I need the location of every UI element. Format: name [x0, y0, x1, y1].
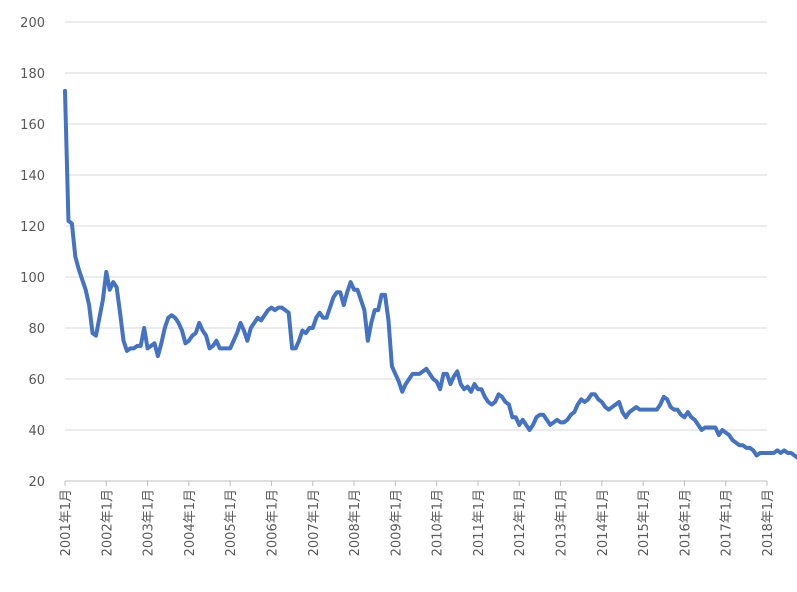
x-tick-label: 2007年1月: [307, 489, 322, 556]
y-tick-label: 180: [20, 67, 45, 82]
y-tick-label: 100: [20, 271, 45, 286]
x-tick-label: 2016年1月: [678, 489, 693, 556]
x-tick-label: 2003年1月: [142, 489, 157, 556]
x-tick-label: 2009年1月: [389, 489, 404, 556]
y-axis-tick-labels: 20 40 60 80 100 120 140 160 180 200: [20, 16, 45, 490]
x-tick-label: 2017年1月: [720, 489, 735, 556]
x-tick-label: 2012年1月: [513, 489, 528, 556]
y-tick-label: 40: [28, 424, 45, 439]
x-tick-label: 2011年1月: [472, 489, 487, 556]
gridlines: [65, 21, 767, 431]
x-tick-label: 2008年1月: [348, 489, 363, 556]
x-tick-label: 2004年1月: [183, 489, 198, 556]
x-tick-label: 2010年1月: [431, 489, 446, 556]
y-tick-label: 160: [20, 118, 45, 133]
x-tick-label: 2001年1月: [59, 489, 74, 556]
y-tick-label: 200: [20, 16, 45, 31]
series-line: [63, 88, 797, 460]
x-tick-label: 2006年1月: [265, 489, 280, 556]
x-tick-label: 2018年1月: [761, 489, 776, 556]
x-tick-label: 2013年1月: [555, 489, 570, 556]
y-tick-label: 20: [28, 475, 45, 490]
y-tick-label: 140: [20, 169, 45, 184]
x-tick-label: 2005年1月: [224, 489, 239, 556]
y-tick-label: 120: [20, 220, 45, 235]
x-tick-label: 2014年1月: [596, 489, 611, 556]
y-tick-label: 60: [28, 373, 45, 388]
y-tick-label: 80: [28, 322, 45, 337]
x-tick-label: 2015年1月: [637, 489, 652, 556]
x-tick-label: 2002年1月: [100, 489, 115, 556]
x-axis-tick-labels: 2001年1月 2002年1月 2003年1月 2004年1月 2005年1月 2006年…: [59, 481, 776, 556]
